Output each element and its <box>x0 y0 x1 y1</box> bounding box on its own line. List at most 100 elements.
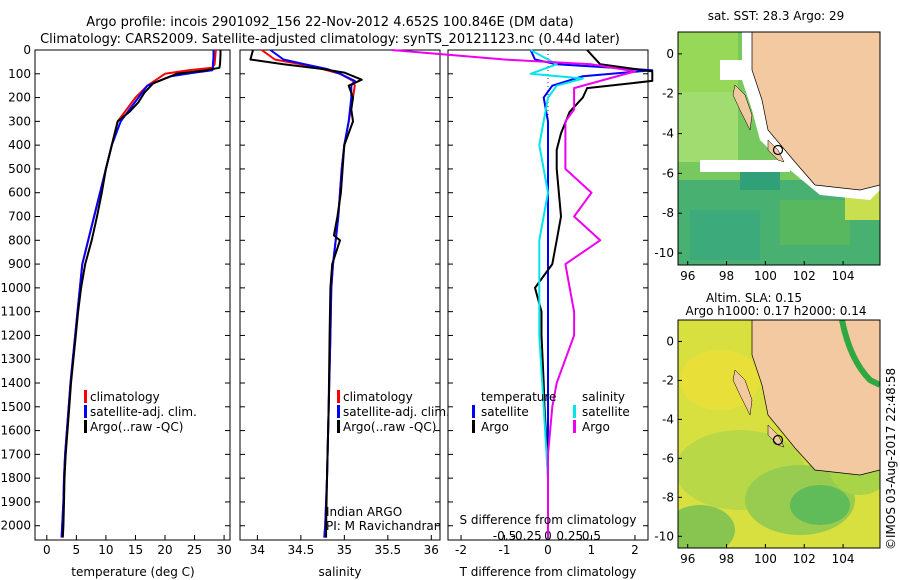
x-tick-label: 0 <box>43 543 51 557</box>
x-tick-label: 2 <box>631 543 639 557</box>
series-line-climatology <box>60 49 217 538</box>
map-lat-label: -4 <box>662 127 674 141</box>
x-tick-label: 10 <box>98 543 113 557</box>
sst-patch <box>780 200 850 245</box>
legend-swatch-satellite <box>84 405 87 418</box>
x-tick-label: 5 <box>73 543 81 557</box>
difference-x2label: S difference from climatology <box>460 513 637 527</box>
legend-argo: Argo(..raw -QC) <box>90 420 183 434</box>
sla-map-frame <box>677 319 881 549</box>
sla-green-band <box>839 320 880 388</box>
y-tick-label: 500 <box>8 162 31 176</box>
x-tick-label: -1 <box>499 543 511 557</box>
sla-patch <box>678 505 735 548</box>
x-tick-label: 34 <box>250 543 265 557</box>
x-tick-label: 20 <box>157 543 172 557</box>
map-lon-label: 100 <box>754 269 777 283</box>
sst-patch <box>740 172 780 190</box>
y-tick-label: 1500 <box>0 400 31 414</box>
sla-island <box>732 369 753 416</box>
x2-tick-label: 0.25 <box>556 529 583 543</box>
y-tick-label: 400 <box>8 138 31 152</box>
sst-land <box>751 32 880 191</box>
map-lat-label: -4 <box>662 412 674 426</box>
difference-plot: -2 -1 0 1 2-0.5-0.25 0 0.250.5 <box>391 49 654 557</box>
series-line-temperature-argo <box>534 49 654 538</box>
sla-map-title2: Argo h1000: 0.17 h2000: 0.14 <box>686 304 867 318</box>
difference-xlabel: T difference from climatology <box>459 565 637 579</box>
y-tick-label: 1300 <box>0 352 31 366</box>
legend-swatch-climatology <box>84 390 87 403</box>
y-tick-label: 200 <box>8 91 31 105</box>
x-tick-label: 34.5 <box>288 543 315 557</box>
map-lon-label: 96 <box>680 269 695 283</box>
y-tick-label: 1600 <box>0 424 31 438</box>
map-lon-label: 96 <box>680 552 695 566</box>
sst-island <box>732 84 753 131</box>
sst-missing <box>700 160 790 172</box>
y-tick-label: 0 <box>23 43 31 57</box>
diff-legend-sal-argo: Argo <box>582 420 610 434</box>
map-lat-label: -10 <box>654 529 674 543</box>
sal-legend-satellite: satellite-adj. clim. <box>343 405 450 419</box>
credit-line2: PI: M Ravichandran <box>326 519 441 533</box>
sla-land <box>751 320 880 476</box>
diff-legend-temperature: temperature <box>481 390 556 404</box>
series-line-salinity-satellite <box>529 49 584 538</box>
sla-argo-location-marker <box>772 434 784 446</box>
map-lat-label: -10 <box>654 246 674 260</box>
y-tick-label: 1400 <box>0 376 31 390</box>
salinity-panel-frame <box>239 49 441 541</box>
y-tick-label: 1000 <box>0 281 31 295</box>
y-tick-label: 700 <box>8 210 31 224</box>
diff-legend-salinity: salinity <box>582 390 625 404</box>
salinity-plot: 34 34.5 35 35.5 36 <box>240 49 440 557</box>
diff-swatch-sal-satellite <box>573 405 576 418</box>
map-lon-label: 100 <box>754 552 777 566</box>
legend-climatology: climatology <box>90 390 160 404</box>
legend-swatch-argo <box>84 420 87 433</box>
x-tick-label: 1 <box>588 543 596 557</box>
y-tick-label: 1800 <box>0 471 31 485</box>
map-lon-label: 104 <box>832 552 855 566</box>
sst-island <box>767 139 785 163</box>
y-tick-label: 900 <box>8 257 31 271</box>
y-tick-label: 600 <box>8 186 31 200</box>
y-tick-label: 800 <box>8 233 31 247</box>
diff-swatch-temp-argo <box>472 420 475 433</box>
sla-map-title1: Altim. SLA: 0.15 <box>706 291 802 305</box>
diff-swatch-sal-argo <box>573 420 576 433</box>
x-tick-label: 35.5 <box>374 543 401 557</box>
map-lat-label: -2 <box>662 373 674 387</box>
x-tick-label: 35 <box>337 543 352 557</box>
credit-line1: Indian ARGO <box>326 505 402 519</box>
series-line-satellite-adj-clim- <box>60 50 215 538</box>
sal-legend-climatology: climatology <box>343 390 413 404</box>
difference-legend: temperature salinity satellite satellite… <box>472 390 630 434</box>
map-lat-label: -6 <box>662 166 674 180</box>
map-lat-label: -2 <box>662 87 674 101</box>
map-lat-label: -8 <box>662 206 674 220</box>
header-line2: Climatology: CARS2009. Satellite-adjuste… <box>40 32 620 47</box>
sal-legend-swatch-climatology <box>337 390 340 403</box>
salinity-legend: climatology satellite-adj. clim. Argo(..… <box>337 390 450 434</box>
sst-argo-location-marker <box>772 144 784 156</box>
x-tick-label: 0 <box>544 543 552 557</box>
sst-patch <box>690 210 760 260</box>
x-tick-label: 36 <box>424 543 439 557</box>
x-tick-label: 25 <box>187 543 202 557</box>
series-line-satellite-adj-clim- <box>269 49 356 538</box>
y-tick-label: 100 <box>8 67 31 81</box>
sst-patch <box>678 92 738 162</box>
map-lon-label: 98 <box>719 269 734 283</box>
sal-legend-argo: Argo(..raw -QC) <box>343 420 436 434</box>
sla-map <box>677 319 881 549</box>
sla-patch <box>790 485 850 525</box>
diff-legend-sal-satellite: satellite <box>582 405 630 419</box>
map-lon-label: 98 <box>719 552 734 566</box>
temperature-panel-frame <box>34 49 231 541</box>
x-tick-label: -2 <box>455 543 467 557</box>
diff-legend-temp-argo: Argo <box>481 420 509 434</box>
map-lat-label: -6 <box>662 451 674 465</box>
